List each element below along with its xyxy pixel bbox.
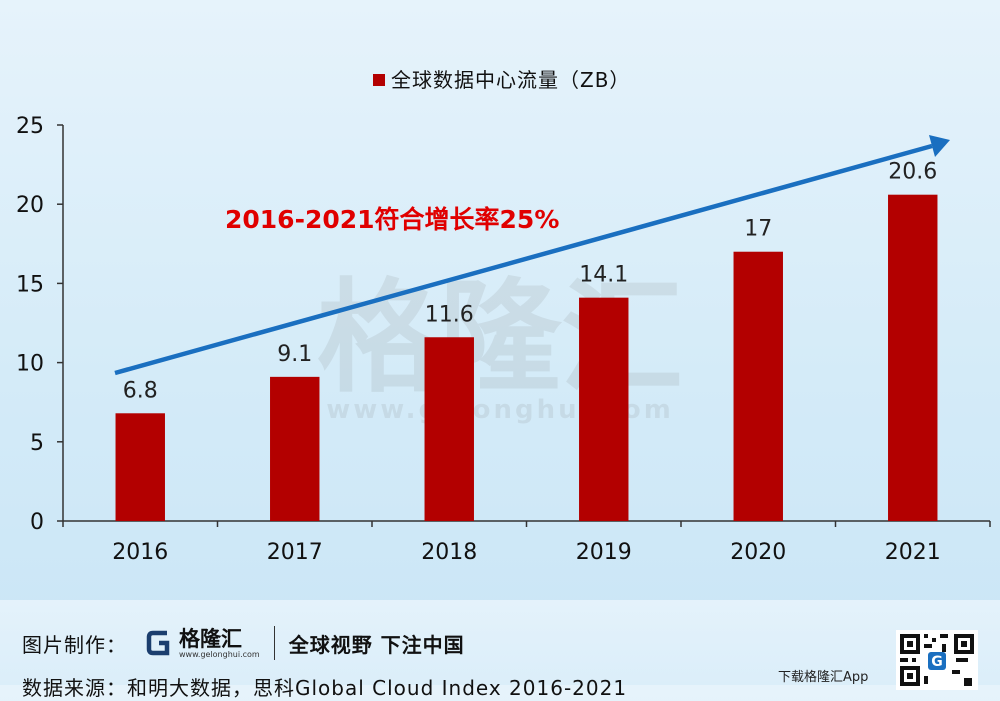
y-tick-label: 0 (30, 510, 44, 535)
bar-value-label: 9.1 (277, 342, 312, 367)
logo-text: 格隆汇 www.gelonghui.com (179, 628, 260, 659)
x-tick-label: 2017 (267, 540, 323, 565)
bar-2017 (270, 376, 320, 521)
x-tick-label: 2018 (421, 540, 477, 565)
trend-arrow-head (929, 135, 950, 157)
x-ticks: 2016 2017 2018 2019 2020 2021 (62, 521, 991, 565)
y-ticks: 0 5 10 15 20 25 (16, 114, 63, 535)
qr-code-icon[interactable]: G (896, 630, 978, 690)
data-source: 数据来源：和明大数据，思科Global Cloud Index 2016-202… (22, 676, 628, 700)
made-by-label: 图片制作： (22, 632, 127, 657)
y-tick-label: 5 (30, 431, 44, 456)
bar-2020 (733, 251, 783, 521)
chart: 格隆汇 www.gelonghui.com 全球数据中心流量（ZB） 05101… (16, 68, 991, 565)
y-tick-label: 20 (16, 193, 44, 218)
footer: 图片制作： 格隆汇 www.gelonghui.com 全球视野 下注中国 数据… (0, 600, 1000, 700)
y-tick-label: 10 (16, 352, 44, 377)
bar-labels: 6.8 9.1 11.6 14.1 17 20.6 (123, 160, 937, 404)
footer-branding: 图片制作： 格隆汇 www.gelonghui.com 全球视野 下注中国 (22, 626, 465, 660)
x-tick-label: 2021 (885, 540, 941, 565)
x-tick-label: 2020 (730, 540, 786, 565)
logo-name: 格隆汇 (179, 626, 242, 651)
bar-2021 (888, 194, 938, 522)
x-tick-label: 2019 (576, 540, 632, 565)
y-tick-label: 25 (16, 114, 44, 139)
growth-annotation: 2016-2021符合增长率25% (225, 205, 559, 234)
legend: 全球数据中心流量（ZB） (373, 68, 630, 92)
bar-2019 (579, 297, 629, 521)
bar-2018 (424, 337, 474, 521)
legend-swatch (373, 74, 385, 86)
slogan: 全球视野 下注中国 (288, 632, 465, 657)
x-tick-label: 2016 (112, 540, 168, 565)
svg-text:G: G (931, 654, 943, 670)
bar-value-label: 17 (744, 217, 772, 242)
trend-arrow (114, 135, 950, 376)
trend-arrow-line (114, 143, 933, 376)
download-app-label: 下载格隆汇App (778, 670, 869, 685)
bar-value-label: 14.1 (579, 263, 628, 288)
bars (115, 194, 938, 522)
logo-url: www.gelonghui.com (179, 649, 260, 659)
y-tick-label: 15 (16, 272, 44, 297)
bar-value-label: 11.6 (425, 302, 474, 327)
logo-icon (145, 628, 175, 658)
bar-2016 (115, 413, 165, 521)
bar-value-label: 20.6 (888, 160, 937, 185)
bar-value-label: 6.8 (123, 378, 158, 403)
footer-divider (273, 626, 275, 660)
legend-label: 全球数据中心流量（ZB） (391, 68, 630, 92)
